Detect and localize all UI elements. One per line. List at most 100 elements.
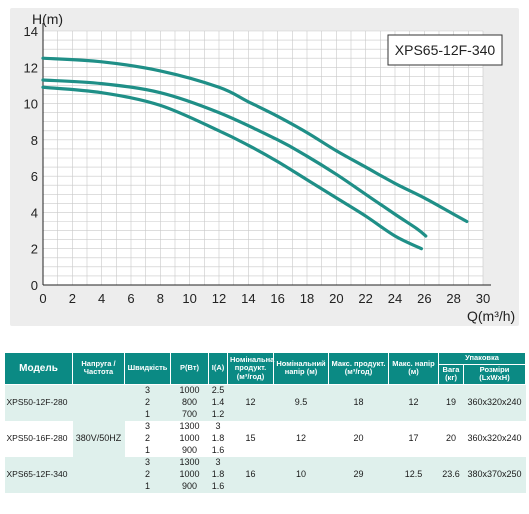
header-packing: Упаковка bbox=[437, 352, 527, 365]
nom-head-cell: 10 bbox=[273, 456, 329, 493]
power-cell: 700 bbox=[170, 408, 209, 421]
power-cell: 1300 bbox=[170, 420, 209, 433]
pump-curve bbox=[41, 85, 423, 251]
x-tick-label: 30 bbox=[476, 291, 490, 306]
header-model: Модель bbox=[4, 352, 73, 385]
power-cell: 1300 bbox=[170, 456, 209, 469]
nom-head-cell: 12 bbox=[273, 420, 329, 457]
power-cell: 900 bbox=[170, 480, 209, 493]
header-voltage: Напруга /Частота bbox=[72, 352, 125, 385]
table-row: 1 700 1.2 bbox=[5, 408, 526, 421]
weight-cell: 23.6 bbox=[438, 456, 464, 493]
y-tick-label: 14 bbox=[24, 24, 38, 39]
current-cell: 1.6 bbox=[208, 444, 228, 457]
x-tick-label: 16 bbox=[270, 291, 284, 306]
x-tick-label: 10 bbox=[182, 291, 196, 306]
model-name: XPS65-12F-340 bbox=[4, 456, 73, 493]
speed-cell: 1 bbox=[124, 480, 171, 493]
nom-head-cell: 9.5 bbox=[273, 384, 329, 421]
y-tick-label: 8 bbox=[31, 133, 38, 148]
y-tick-label: 2 bbox=[31, 242, 38, 257]
speed-cell: 3 bbox=[124, 456, 171, 469]
table-row: 2 800 1.4 bbox=[5, 396, 526, 409]
y-tick-label: 10 bbox=[24, 97, 38, 112]
table-row: 1 900 1.6 bbox=[5, 444, 526, 457]
x-axis-label: Q(m³/h) bbox=[467, 308, 515, 324]
x-tick-label: 28 bbox=[446, 291, 460, 306]
voltage-cell: 380V/50HZ bbox=[72, 384, 125, 493]
chart-panel: 0 2 4 6 8 10 12 14 16 18 20 22 24 26 28 30 0 2 4 6 8 10 12 14 H… bbox=[10, 8, 519, 326]
x-tick-label: 24 bbox=[388, 291, 402, 306]
grid bbox=[42, 23, 491, 286]
y-tick-label: 6 bbox=[31, 169, 38, 184]
pump-curve bbox=[41, 56, 469, 224]
max-flow-cell: 29 bbox=[328, 456, 389, 493]
power-cell: 1000 bbox=[170, 468, 209, 481]
size-cell: 360x320x240 bbox=[463, 384, 526, 421]
y-tick-label: 4 bbox=[31, 205, 38, 220]
max-flow-cell: 18 bbox=[328, 384, 389, 421]
current-cell: 3 bbox=[208, 420, 228, 433]
x-tick-label: 12 bbox=[212, 291, 226, 306]
header-nom-head: Номінальний напір (м) bbox=[273, 352, 329, 385]
x-tick-label: 0 bbox=[39, 291, 46, 306]
current-cell: 2.5 bbox=[208, 384, 228, 397]
speed-cell: 1 bbox=[124, 444, 171, 457]
max-head-cell: 12.5 bbox=[388, 456, 439, 493]
current-cell: 3 bbox=[208, 456, 228, 469]
y-axis-label: H(m) bbox=[32, 11, 63, 27]
y-tick-label: 0 bbox=[31, 278, 38, 293]
header-nom-flow: Номінальна продукт. (м³/год) bbox=[227, 352, 274, 385]
speed-cell: 3 bbox=[124, 420, 171, 433]
current-cell: 1.2 bbox=[208, 408, 228, 421]
table-row: 1 900 1.6 bbox=[5, 480, 526, 493]
power-cell: 1000 bbox=[170, 384, 209, 397]
size-cell: 360x320x240 bbox=[463, 420, 526, 457]
x-tick-label: 18 bbox=[300, 291, 314, 306]
size-cell: 380x370x250 bbox=[463, 456, 526, 493]
current-cell: 1.8 bbox=[208, 468, 228, 481]
header-max-head: Макс. напір (м) bbox=[388, 352, 439, 385]
current-cell: 1.6 bbox=[208, 480, 228, 493]
x-tick-label: 26 bbox=[417, 291, 431, 306]
speed-cell: 2 bbox=[124, 432, 171, 445]
x-tick-label: 2 bbox=[69, 291, 76, 306]
speed-cell: 2 bbox=[124, 396, 171, 409]
header-power: P(Вт) bbox=[170, 352, 209, 385]
weight-cell: 19 bbox=[438, 384, 464, 421]
max-head-cell: 17 bbox=[388, 420, 439, 457]
max-head-cell: 12 bbox=[388, 384, 439, 421]
header-weight: Вага (кг) bbox=[438, 363, 464, 385]
model-name: XPS50-16F-280 bbox=[4, 420, 73, 457]
legend-box bbox=[387, 34, 503, 66]
table-row: XPS50-12F-280 380V/50HZ 3 1000 2.5 12 9.… bbox=[4, 384, 526, 493]
table-row: 2 1000 1.8 bbox=[5, 468, 526, 481]
speed-cell: 1 bbox=[124, 408, 171, 421]
power-cell: 1000 bbox=[170, 432, 209, 445]
weight-cell: 20 bbox=[438, 420, 464, 457]
table-row: XPS65-12F-340 3 1300 3 16 10 29 12.5 23.… bbox=[4, 456, 526, 493]
legend-label: XPS65-12F-340 bbox=[395, 42, 496, 58]
current-cell: 1.8 bbox=[208, 432, 228, 445]
speed-cell: 3 bbox=[124, 384, 171, 397]
speed-cell: 2 bbox=[124, 468, 171, 481]
power-cell: 800 bbox=[170, 396, 209, 409]
header-max-flow: Макс. продукт. (м³/год) bbox=[328, 352, 389, 385]
x-tick-label: 14 bbox=[241, 291, 255, 306]
nom-flow-cell: 15 bbox=[227, 420, 274, 457]
table-row: XPS50-16F-280 3 1300 3 15 12 20 17 20 36… bbox=[4, 420, 526, 457]
header-current: I(A) bbox=[208, 352, 228, 385]
spec-table: Модель Напруга /Частота Швидкість P(Вт) … bbox=[4, 352, 527, 493]
header-size: Розміри (LxWxH) bbox=[462, 363, 527, 385]
power-cell: 900 bbox=[170, 444, 209, 457]
nom-flow-cell: 12 bbox=[227, 384, 274, 421]
x-tick-label: 20 bbox=[329, 291, 343, 306]
pump-curve bbox=[41, 78, 428, 238]
x-tick-label: 22 bbox=[358, 291, 372, 306]
model-name: XPS50-12F-280 bbox=[4, 384, 73, 421]
current-cell: 1.4 bbox=[208, 396, 228, 409]
header-speed: Швидкість bbox=[124, 352, 171, 385]
x-tick-label: 8 bbox=[157, 291, 164, 306]
